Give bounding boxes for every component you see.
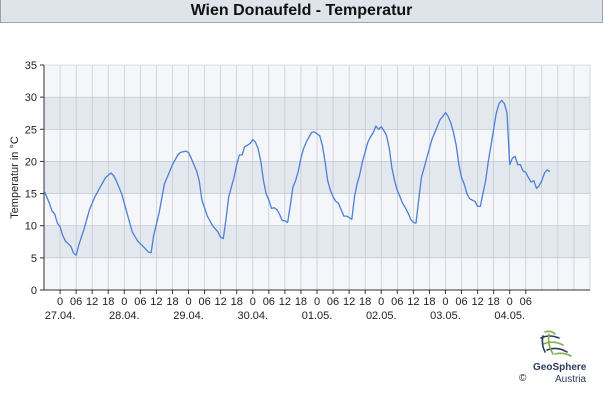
x-tick-label: 06: [134, 296, 146, 308]
x-tick-label: 06: [327, 296, 339, 308]
x-tick-label: 0: [378, 296, 384, 308]
x-tick-label: 12: [86, 296, 98, 308]
y-tick-label: 15: [25, 189, 37, 201]
x-date-label: 30.04.: [237, 310, 268, 322]
x-tick-label: 18: [359, 296, 371, 308]
x-tick-label: 12: [215, 296, 227, 308]
x-tick-label: 06: [520, 296, 532, 308]
x-tick-label: 06: [263, 296, 275, 308]
x-date-label: 27.04.: [45, 310, 76, 322]
x-tick-label: 06: [70, 296, 82, 308]
chart-title-bar: Wien Donaufeld - Temperatur: [0, 0, 603, 23]
x-date-label: 03.05.: [430, 310, 461, 322]
brand-sub: Austria: [555, 374, 587, 385]
x-tick-label: 18: [231, 296, 243, 308]
x-tick-label: 0: [185, 296, 191, 308]
x-tick-label: 18: [488, 296, 500, 308]
y-tick-label: 30: [25, 92, 37, 104]
x-tick-label: 18: [423, 296, 435, 308]
x-tick-label: 12: [471, 296, 483, 308]
y-tick-label: 35: [25, 60, 37, 72]
x-tick-label: 0: [442, 296, 448, 308]
x-date-label: 01.05.: [302, 310, 333, 322]
x-tick-label: 06: [455, 296, 467, 308]
x-tick-label: 0: [507, 296, 513, 308]
x-tick-label: 18: [102, 296, 114, 308]
x-tick-label: 12: [279, 296, 291, 308]
geosphere-logo-icon: [540, 330, 572, 357]
x-tick-label: 18: [295, 296, 307, 308]
x-date-label: 04.05.: [494, 310, 525, 322]
x-date-label: 29.04.: [173, 310, 204, 322]
x-date-label: 28.04.: [109, 310, 140, 322]
x-tick-label: 12: [150, 296, 162, 308]
copyright-symbol: ©: [519, 373, 527, 384]
x-tick-label: 0: [57, 296, 63, 308]
y-tick-label: 10: [25, 221, 37, 233]
y-axis-label: Temperatur in °C: [9, 136, 21, 219]
y-tick-label: 5: [31, 253, 37, 265]
x-tick-label: 06: [391, 296, 403, 308]
temperature-series-line: [43, 99, 551, 256]
x-tick-label: 0: [250, 296, 256, 308]
x-tick-label: 0: [121, 296, 127, 308]
x-tick-label: 12: [407, 296, 419, 308]
y-tick-label: 0: [31, 285, 37, 297]
x-tick-label: 18: [166, 296, 178, 308]
chart-title: Wien Donaufeld - Temperatur: [190, 2, 413, 19]
y-tick-label: 25: [25, 124, 37, 136]
x-tick-label: 12: [343, 296, 355, 308]
brand-name: GeoSphere: [533, 362, 587, 373]
x-tick-label: 06: [198, 296, 210, 308]
x-tick-label: 0: [314, 296, 320, 308]
x-date-label: 02.05.: [366, 310, 397, 322]
y-tick-label: 20: [25, 156, 37, 168]
